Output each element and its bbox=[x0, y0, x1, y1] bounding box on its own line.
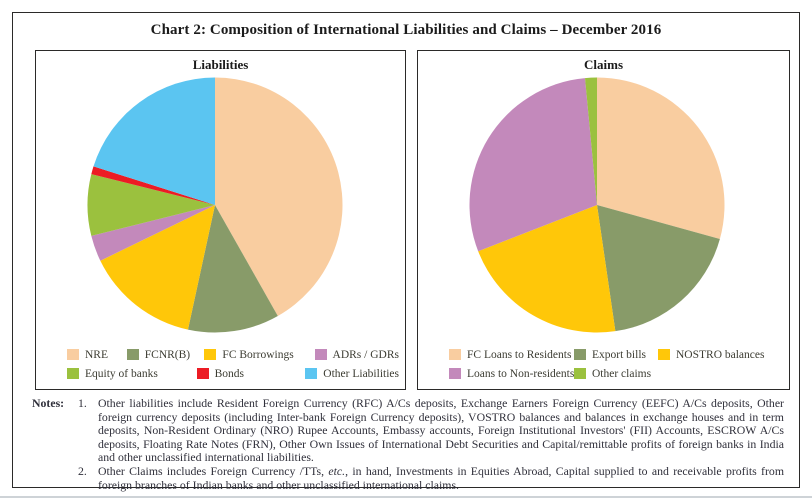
legend-swatch-nre bbox=[67, 349, 79, 360]
pie-slice-fc-loans-to-residents bbox=[597, 77, 725, 240]
legend-swatch-adrs-gdrs bbox=[314, 349, 327, 360]
legend-label: Other Liabilities bbox=[323, 367, 399, 380]
note-text: Other Claims includes Foreign Currency /… bbox=[98, 463, 784, 492]
legend-item-bonds: Bonds bbox=[196, 367, 306, 380]
page-bottom-divider bbox=[0, 496, 812, 498]
legend-item-nostro-balances: NOSTRO balances bbox=[658, 349, 764, 361]
pie-slice-nre bbox=[215, 77, 343, 316]
pie-slice-export-bills bbox=[597, 205, 720, 332]
claims-pie-title: Claims bbox=[584, 57, 623, 72]
claims-legend: FC Loans to Residents Export bills NOSTRO … bbox=[449, 345, 783, 383]
pie-slice-fc-borrowings bbox=[100, 205, 215, 330]
legend-label: Other claims bbox=[592, 367, 652, 380]
figure-title: Chart 2: Composition of International Li… bbox=[150, 22, 662, 38]
legend-swatch-fc-borrowings bbox=[204, 349, 217, 360]
legend-item-other-claims: Other claims bbox=[574, 368, 651, 380]
pie-slice-fcnr-b bbox=[187, 205, 278, 333]
legend-swatch-other-claims bbox=[574, 368, 586, 379]
notes-section: Notes: 1. Other liabilities include Resi… bbox=[32, 396, 784, 492]
legend-label: NOSTRO balances bbox=[676, 348, 765, 361]
legend-item-loans-to-non-residents: Loans to Non-residents bbox=[449, 368, 574, 380]
legend-label: FC Borrowings bbox=[222, 348, 294, 361]
legend-item-equity-of-banks: Equity of banks bbox=[67, 368, 197, 380]
note-text: Other liabilities include Resident Forei… bbox=[98, 396, 784, 465]
legend-label: ADRs / GDRs bbox=[332, 348, 399, 361]
pie-slice-adrs-gdrs bbox=[91, 205, 215, 261]
claims-pie-chart bbox=[469, 77, 725, 333]
note-number: 1. bbox=[78, 396, 87, 410]
legend-label: Bonds bbox=[214, 367, 244, 380]
legend-swatch-fc-loans-to-residents bbox=[449, 349, 461, 360]
legend-item-export-bills: Export bills bbox=[574, 349, 658, 361]
legend-swatch-export-bills bbox=[574, 349, 586, 360]
legend-swatch-other-liabilities bbox=[305, 368, 318, 379]
liabilities-legend: NRE FCNR(B) FC Borrowings ADRs / GDRs Equity… bbox=[67, 345, 399, 383]
note-item-2: 2. Other Claims includes Foreign Currenc… bbox=[78, 463, 784, 492]
legend-row: NRE FCNR(B) FC Borrowings ADRs / GDRs bbox=[67, 345, 399, 364]
legend-swatch-bonds bbox=[196, 368, 209, 379]
liabilities-panel: Liabilities NRE FCNR(B) FC Borrowings ADRs … bbox=[35, 50, 406, 390]
legend-swatch-nostro-balances bbox=[658, 349, 670, 360]
legend-label: Export bills bbox=[592, 348, 646, 361]
legend-item-adrs-gdrs: ADRs / GDRs bbox=[314, 348, 399, 361]
liabilities-pie-chart bbox=[87, 77, 343, 333]
pie-slice-loans-to-non-residents bbox=[469, 78, 597, 252]
legend-item-fcnr-b: FCNR(B) bbox=[126, 348, 205, 361]
legend-swatch-equity-of-banks bbox=[67, 368, 79, 379]
legend-row: Equity of banks Bonds Other Liabilities bbox=[67, 364, 399, 383]
legend-item-other-liabilities: Other Liabilities bbox=[305, 368, 399, 380]
legend-row: FC Loans to Residents Export bills NOSTRO … bbox=[449, 345, 783, 364]
legend-item-nre: NRE bbox=[67, 349, 127, 361]
pie-slice-other-liabilities bbox=[93, 77, 215, 205]
note-number: 2. bbox=[78, 463, 87, 478]
pie-slice-other-claims bbox=[585, 77, 597, 205]
pie-slice-bonds bbox=[91, 166, 215, 205]
chart-figure-frame: Chart 2: Composition of International Li… bbox=[12, 12, 800, 491]
legend-swatch-fcnr-b bbox=[126, 349, 139, 360]
legend-label: FCNR(B) bbox=[144, 348, 191, 361]
legend-label: NRE bbox=[85, 348, 108, 361]
legend-item-fc-borrowings: FC Borrowings bbox=[204, 349, 314, 361]
notes-label: Notes: bbox=[32, 396, 65, 410]
legend-item-fc-loans-to-residents: FC Loans to Residents bbox=[449, 349, 574, 361]
pie-slice-nostro-balances bbox=[478, 205, 616, 333]
pie-slice-equity-of-banks bbox=[87, 174, 215, 236]
note-item-1: 1. Other liabilities include Resident Fo… bbox=[78, 396, 784, 465]
legend-row: Loans to Non-residents Other claims bbox=[449, 364, 783, 383]
legend-label: FC Loans to Residents bbox=[467, 348, 572, 361]
liabilities-pie-title: Liabilities bbox=[192, 57, 249, 72]
legend-swatch-loans-to-non-residents bbox=[449, 368, 461, 379]
legend-label: Equity of banks bbox=[85, 367, 158, 380]
legend-label: Loans to Non-residents bbox=[467, 367, 575, 380]
claims-panel: Claims FC Loans to Residents Export bills… bbox=[417, 50, 790, 390]
